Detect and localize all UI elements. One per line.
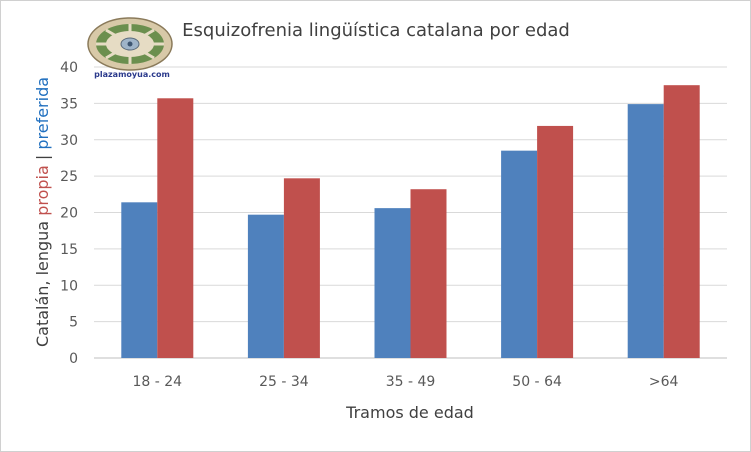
bar-series2-4 bbox=[663, 85, 700, 358]
y-axis-label-part: | bbox=[33, 150, 52, 166]
bars bbox=[121, 85, 700, 359]
y-tick-label: 30 bbox=[60, 133, 78, 149]
x-tick-label: 50 - 64 bbox=[512, 374, 562, 390]
x-tick-label: 18 - 24 bbox=[133, 374, 183, 390]
x-tick-label: >64 bbox=[649, 374, 679, 390]
y-tick-label: 25 bbox=[60, 169, 78, 185]
bar-series2-2 bbox=[410, 189, 447, 358]
y-axis-label-part: propia bbox=[33, 165, 52, 216]
logo-text: plazamoyua.com bbox=[94, 70, 170, 79]
y-axis-label-part: preferida bbox=[33, 77, 52, 150]
plazamoyua-seal-icon bbox=[87, 17, 173, 71]
y-tick-label: 40 bbox=[60, 60, 78, 76]
y-axis-label: Catalán, lengua propia | preferida bbox=[33, 77, 52, 347]
y-tick-labels: 0 5 10 15 20 25 30 35 40 bbox=[60, 60, 78, 367]
x-tick-label: 35 - 49 bbox=[386, 374, 436, 390]
bar-series1-4 bbox=[627, 104, 664, 358]
x-axis-label: Tramos de edad bbox=[345, 403, 474, 422]
bar-series1-1 bbox=[247, 214, 284, 358]
bar-series1-2 bbox=[374, 208, 411, 358]
y-axis-label-part: Catalán, lengua bbox=[33, 216, 52, 347]
gridlines bbox=[94, 66, 727, 359]
y-tick-label: 0 bbox=[69, 351, 78, 367]
x-tick-label: 25 - 34 bbox=[259, 374, 309, 390]
y-tick-label: 10 bbox=[60, 278, 78, 294]
chart-title: Esquizofrenia lingüística catalana por e… bbox=[182, 20, 570, 41]
y-tick-label: 5 bbox=[69, 315, 78, 331]
bar-series1-0 bbox=[121, 202, 158, 358]
y-tick-label: 20 bbox=[60, 206, 78, 222]
y-tick-label: 15 bbox=[60, 242, 78, 258]
y-tick-label: 35 bbox=[60, 96, 78, 112]
bar-series2-1 bbox=[283, 178, 320, 358]
bar-series2-3 bbox=[537, 125, 574, 359]
bar-series2-0 bbox=[157, 98, 194, 358]
x-tick-labels: 18 - 24 25 - 34 35 - 49 50 - 64 >64 bbox=[133, 374, 679, 390]
bar-series1-3 bbox=[501, 150, 538, 358]
